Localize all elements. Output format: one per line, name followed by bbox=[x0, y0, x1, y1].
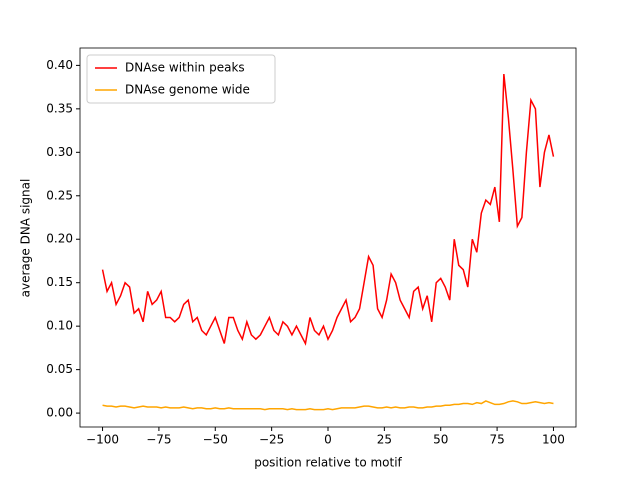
y-axis-label: average DNA signal bbox=[19, 179, 33, 298]
x-tick-label: −25 bbox=[259, 433, 284, 447]
x-tick-label: 0 bbox=[324, 433, 332, 447]
y-tick-label: 0.15 bbox=[46, 275, 73, 289]
y-tick-label: 0.05 bbox=[46, 362, 73, 376]
x-axis-label: position relative to motif bbox=[254, 456, 402, 470]
y-tick-label: 0.35 bbox=[46, 101, 73, 115]
x-tick-label: −100 bbox=[86, 433, 119, 447]
y-tick-label: 0.30 bbox=[46, 145, 73, 159]
x-tick-label: 75 bbox=[489, 433, 504, 447]
y-tick-label: 0.20 bbox=[46, 232, 73, 246]
legend-label: DNAse within peaks bbox=[125, 61, 245, 75]
x-tick-label: −75 bbox=[146, 433, 171, 447]
y-tick-label: 0.00 bbox=[46, 406, 73, 420]
y-tick-label: 0.25 bbox=[46, 188, 73, 202]
legend-box bbox=[86, 54, 276, 104]
y-tick-label: 0.40 bbox=[46, 58, 73, 72]
data-line bbox=[101, 74, 555, 346]
plot-frame bbox=[79, 47, 577, 428]
x-tick-label: 100 bbox=[542, 433, 565, 447]
y-tick-label: 0.10 bbox=[46, 319, 73, 333]
data-line bbox=[102, 400, 554, 411]
x-tick-label: −50 bbox=[203, 433, 228, 447]
x-tick-label: 25 bbox=[377, 433, 392, 447]
x-tick-label: 50 bbox=[433, 433, 448, 447]
legend-label: DNAse genome wide bbox=[125, 83, 250, 97]
